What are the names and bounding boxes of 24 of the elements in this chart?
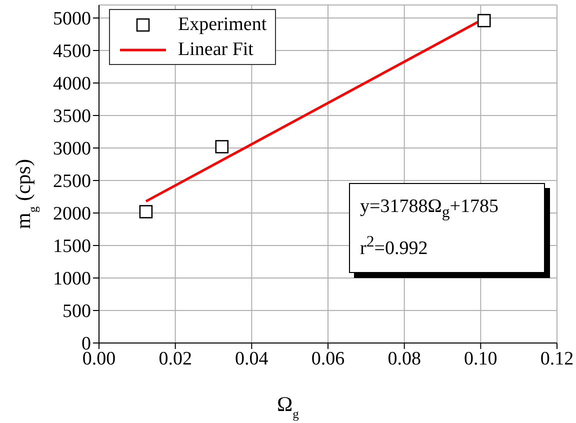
x-tick-label: 0.04 — [235, 348, 269, 370]
annotation: y=31788Ω$_{g}$+1785 — [360, 196, 498, 221]
x-tick-label: 0.06 — [311, 348, 345, 370]
y-tick-label: 3000 — [53, 138, 91, 160]
legend-label: Linear Fit — [178, 38, 254, 62]
point — [215, 140, 229, 154]
point — [139, 205, 153, 218]
y-tick-label: 500 — [62, 301, 91, 322]
y-tick-label: 1500 — [53, 236, 91, 258]
annotation: r$^{2}$=0.992 — [360, 234, 428, 260]
point — [477, 14, 491, 28]
x-tick-label: 0.02 — [158, 348, 192, 370]
y-tick-label: 4000 — [53, 74, 91, 95]
x-tick-label: 0.08 — [388, 348, 421, 370]
y-tick-label: 1000 — [53, 268, 91, 290]
legend-label: Experiment — [178, 13, 267, 37]
y-tick-label: 4500 — [53, 41, 91, 62]
y-tick-label: 2000 — [53, 204, 91, 225]
y-tick-label: 3500 — [53, 106, 91, 128]
y-tick-label: 2500 — [53, 171, 91, 192]
x-axis-title: Ω$_{g}$ — [277, 392, 300, 421]
x-tick-label: 0.12 — [540, 348, 574, 370]
y-tick-label: 5000 — [53, 8, 91, 30]
x-tick-label: 0.10 — [464, 348, 498, 370]
